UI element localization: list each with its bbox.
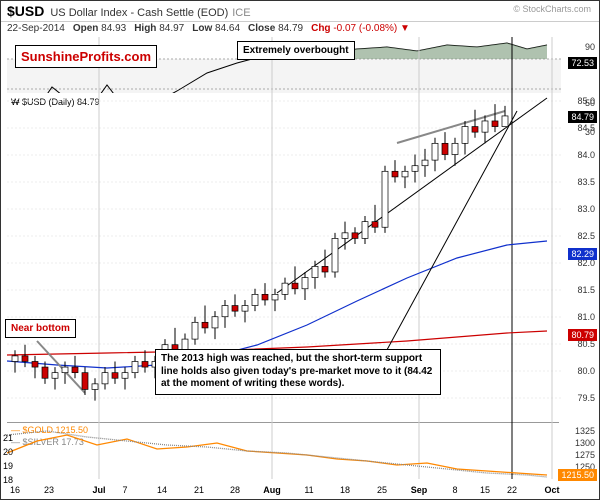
lower-y-axis-right: 13251300127512501215.50 — [561, 423, 597, 479]
chart-header: $USD US Dollar Index - Cash Settle (EOD)… — [1, 1, 599, 22]
close-label: Close — [248, 23, 275, 34]
ohlc-row: 22-Sep-2014 Open 84.93 High 84.97 Low 84… — [1, 22, 599, 37]
x-axis: 1623Jul7142128Aug111825Sep81522Oct — [7, 479, 559, 495]
exchange: ICE — [232, 7, 250, 19]
watermark: © StockCharts.com — [513, 4, 591, 14]
high-label: High — [134, 23, 156, 34]
lower-panel: — $GOLD 1215.50 — $SILVER 17.73 13251300… — [7, 423, 559, 479]
ticker-description: US Dollar Index - Cash Settle (EOD) — [50, 7, 228, 19]
ticker-symbol: $USD — [7, 3, 44, 19]
rsi-y-axis: 90503072.53 — [561, 37, 597, 92]
high-value: 84.97 — [159, 23, 184, 34]
open-label: Open — [73, 23, 99, 34]
date: 22-Sep-2014 — [7, 23, 65, 34]
sunshine-annotation: SunshineProfits.com — [15, 45, 157, 68]
chg-value: -0.07 (-0.08%) — [333, 23, 397, 34]
price-panel: ₩ $USD (Daily) 84.79 85.084.584.083.583.… — [7, 93, 559, 423]
close-value: 84.79 — [278, 23, 303, 34]
lower-y-axis-left: 21201918 — [3, 423, 21, 479]
chart-container: © StockCharts.com $USD US Dollar Index -… — [0, 0, 600, 500]
main-annotation: The 2013 high was reached, but the short… — [155, 349, 441, 395]
low-label: Low — [192, 23, 212, 34]
lower-chart — [7, 423, 561, 479]
chg-label: Chg — [311, 23, 330, 34]
overbought-annotation: Extremely overbought — [237, 41, 355, 60]
open-value: 84.93 — [101, 23, 126, 34]
low-value: 84.64 — [215, 23, 240, 34]
price-y-axis: 85.084.584.083.583.082.582.081.581.080.5… — [561, 93, 597, 422]
nearbottom-annotation: Near bottom — [5, 319, 76, 338]
